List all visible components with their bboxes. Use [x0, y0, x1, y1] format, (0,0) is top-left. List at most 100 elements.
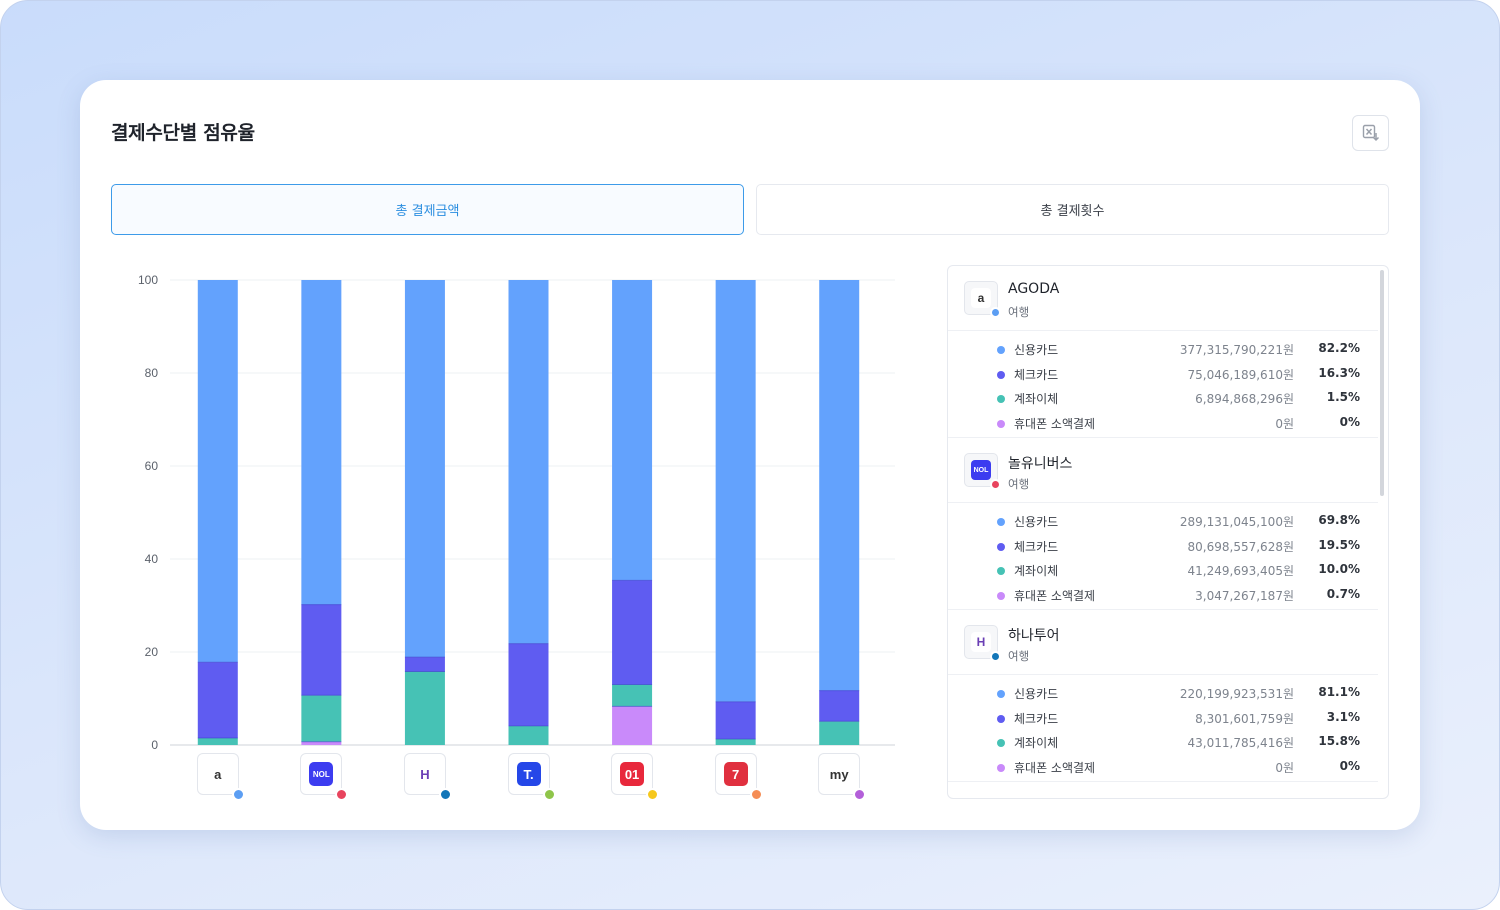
company-header: a AGODA 여행: [948, 266, 1378, 331]
merchant-logo[interactable]: 01: [611, 753, 660, 801]
chart-svg: 0 20 40 60 80 100: [138, 273, 895, 752]
bar-segment: [301, 280, 342, 605]
company-color-dot: [990, 307, 1001, 318]
method-color-dot: [997, 714, 1005, 723]
company-logo: H: [964, 625, 1001, 662]
payment-method-row: 신용카드 220,199,923,531원 81.1%: [948, 683, 1378, 708]
bar-segment: [612, 280, 653, 581]
company-category: 여행: [1008, 477, 1030, 491]
company-name: 놀유니버스: [1008, 456, 1073, 472]
panel-scrollbar[interactable]: [1380, 270, 1384, 496]
merchant-color-dot: [542, 788, 556, 801]
method-percent: 16.3%: [1318, 365, 1360, 380]
y-tick-label: 60: [145, 459, 159, 473]
method-percent: 0%: [1339, 414, 1360, 429]
payment-method-row: 휴대폰 소액결제 0원 0%: [948, 757, 1378, 782]
merchant-logo-mark: H: [412, 762, 437, 786]
method-color-dot: [997, 419, 1005, 428]
method-amount: 289,131,045,100원: [1179, 515, 1294, 529]
company-logo: a: [964, 281, 1001, 318]
bar-segment: [612, 580, 653, 685]
payment-method-row: 체크카드 75,046,189,610원 16.3%: [948, 364, 1378, 389]
bar-segment: [715, 701, 756, 739]
method-percent: 10.0%: [1318, 562, 1360, 576]
payment-method-row: 휴대폰 소액결제 3,047,267,187원 0.7%: [948, 585, 1378, 610]
payment-method-row: 신용카드 377,315,790,221원 82.2%: [948, 339, 1378, 364]
method-amount: 41,249,693,405원: [1187, 564, 1294, 578]
company-logo-mark: H: [971, 632, 991, 652]
bar-segment: [197, 280, 238, 663]
company-category: 여행: [1008, 305, 1030, 319]
company-logo: NOL: [964, 453, 1001, 490]
merchant-logo-mark: NOL: [309, 762, 334, 786]
merchant-color-dot: [646, 788, 660, 801]
bar-segment: [612, 706, 653, 745]
method-label: 체크카드: [1014, 367, 1059, 382]
payment-method-row: 체크카드 80,698,557,628원 19.5%: [948, 536, 1378, 561]
merchant-logo-mark: 01: [620, 762, 645, 786]
method-color-dot: [997, 542, 1005, 551]
bar-segment: [508, 280, 549, 644]
method-label: 체크카드: [1014, 539, 1059, 554]
bar-segment: [819, 721, 860, 745]
method-amount: 43,011,785,416원: [1187, 736, 1294, 750]
payment-method-rows: 신용카드 377,315,790,221원 82.2% 체크카드 75,046,189,…: [948, 331, 1378, 437]
bar-segment: [197, 662, 238, 739]
payment-method-row: 계좌이체 43,011,785,416원 15.8%: [948, 732, 1378, 757]
bar-segment: [819, 280, 860, 691]
merchant-logo[interactable]: T.: [507, 753, 556, 801]
method-label: 휴대폰 소액결제: [1014, 588, 1096, 603]
method-percent: 1.5%: [1326, 390, 1360, 404]
method-label: 신용카드: [1014, 343, 1059, 357]
method-percent: 0.7%: [1326, 586, 1360, 601]
company-name: 하나투어: [1008, 628, 1060, 644]
payment-method-rows: 신용카드 289,131,045,100원 69.8% 체크카드 80,698,557,…: [948, 503, 1378, 609]
card-title: 결제수단별 점유율: [111, 122, 255, 144]
bar-segment: [715, 280, 756, 702]
company-color-dot: [990, 651, 1001, 662]
method-amount: 6,894,868,296원: [1195, 392, 1294, 406]
method-amount: 75,046,189,610원: [1187, 367, 1294, 382]
merchant-color-dot: [438, 788, 452, 801]
bar-segment: [301, 741, 342, 745]
y-tick-label: 20: [145, 645, 159, 659]
stacked-bar-chart: 0 20 40 60 80 100: [120, 260, 910, 805]
bar-segment: [301, 695, 342, 742]
method-amount: 0원: [1275, 416, 1294, 431]
method-percent: 81.1%: [1318, 685, 1360, 699]
method-label: 계좌이체: [1014, 736, 1059, 750]
merchant-color-dot: [853, 788, 867, 801]
merchant-logo-mark: my: [827, 762, 852, 786]
method-amount: 8,301,601,759원: [1195, 711, 1294, 726]
method-percent: 3.1%: [1326, 709, 1360, 724]
tab-total-amount[interactable]: 총 결제금액: [111, 184, 744, 235]
merchant-logo-mark: 7: [723, 762, 748, 786]
merchant-logo[interactable]: H: [403, 753, 452, 801]
payment-method-row: 휴대폰 소액결제 0원 0%: [948, 413, 1378, 438]
bar-segment: [612, 684, 653, 707]
payment-method-row: 계좌이체 6,894,868,296원 1.5%: [948, 388, 1378, 413]
merchant-logo[interactable]: 7: [714, 753, 763, 801]
method-amount: 3,047,267,187원: [1195, 588, 1294, 603]
company-block: H 하나투어 여행 신용카드 220,199,923,531원 81.1% 체크카드 8,30…: [948, 610, 1378, 782]
company-header: H 하나투어 여행: [948, 610, 1378, 675]
payment-method-row: 계좌이체 41,249,693,405원 10.0%: [948, 560, 1378, 585]
merchant-logo[interactable]: NOL: [300, 753, 349, 801]
method-label: 신용카드: [1014, 515, 1059, 529]
method-percent: 69.8%: [1318, 513, 1360, 527]
payment-method-row: 체크카드 8,301,601,759원 3.1%: [948, 708, 1378, 733]
bar-segment: [301, 604, 342, 696]
method-color-dot: [997, 690, 1005, 698]
merchant-logo[interactable]: my: [818, 753, 867, 801]
tab-total-count[interactable]: 총 결제횟수: [756, 184, 1389, 235]
excel-export-button[interactable]: [1352, 115, 1389, 151]
method-color-dot: [997, 567, 1005, 575]
payment-share-card: 결제수단별 점유율 총 결제금액 총 결제횟수 0 20 40 60 80 100 a NO…: [80, 80, 1420, 830]
merchant-logo[interactable]: a: [196, 753, 245, 801]
method-color-dot: [997, 739, 1005, 747]
merchant-color-dot: [231, 788, 245, 801]
